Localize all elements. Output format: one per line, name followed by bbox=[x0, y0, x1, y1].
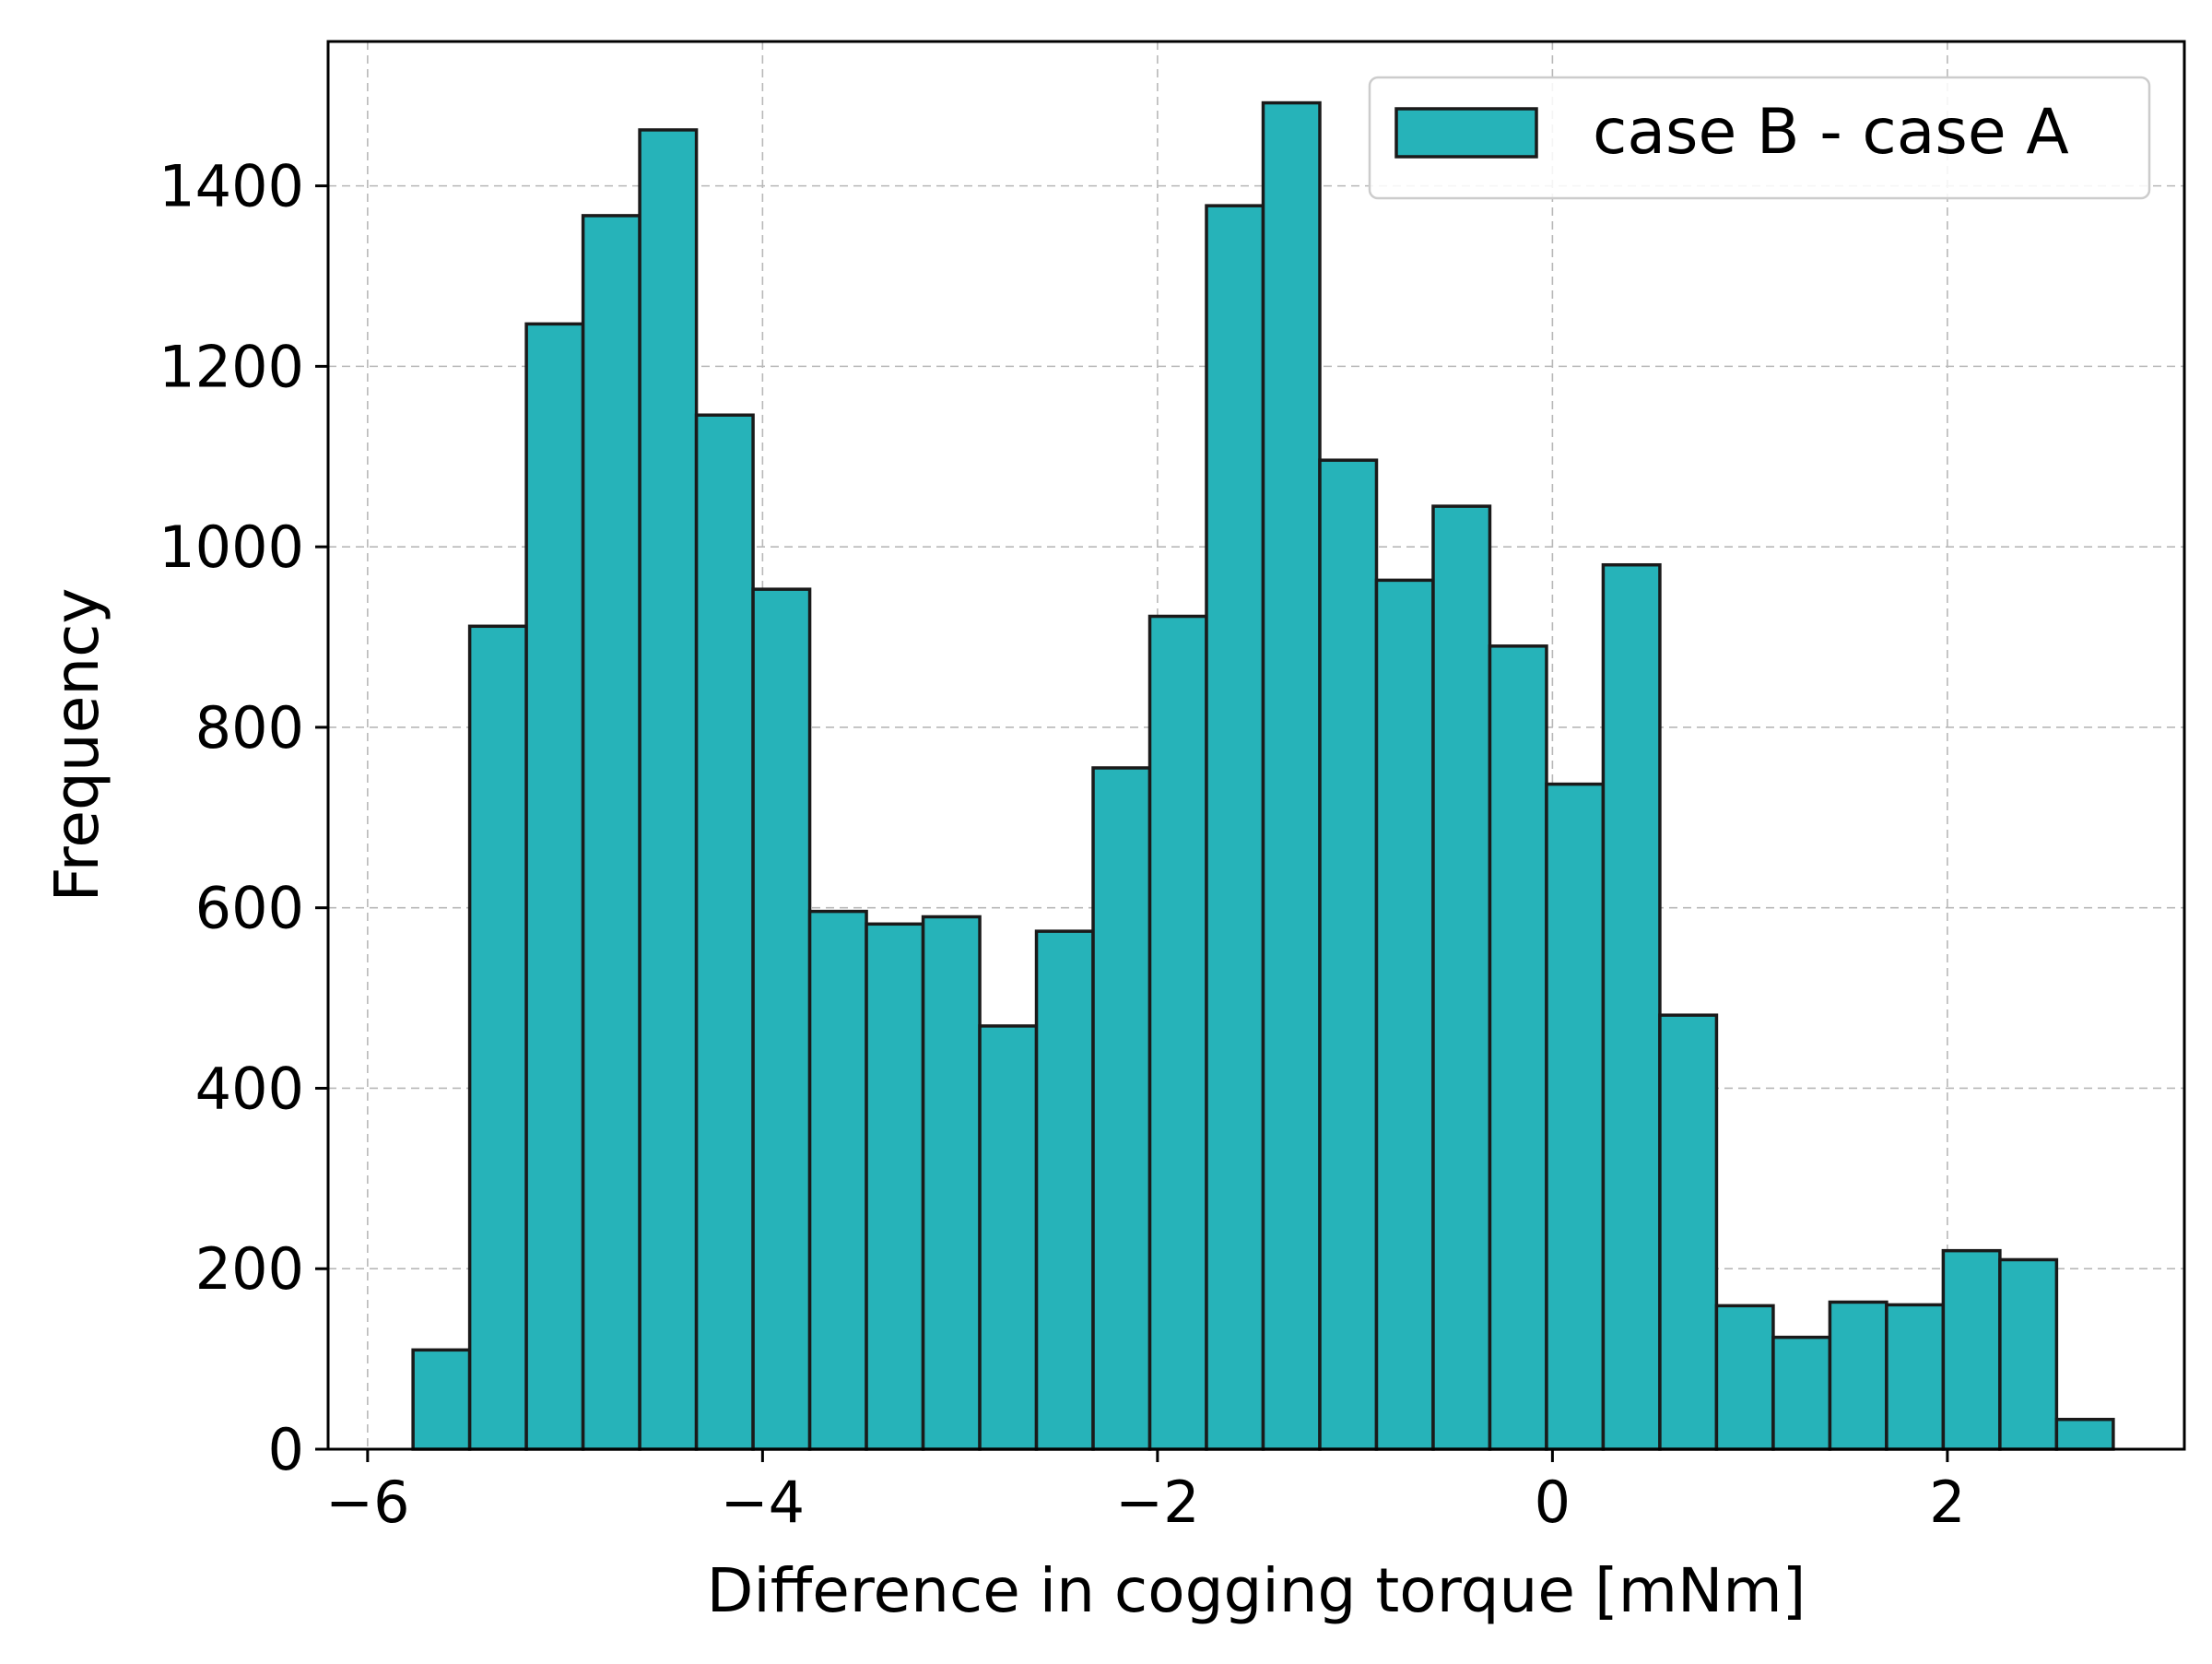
y-tick-label: 1200 bbox=[159, 333, 304, 400]
histogram-bar bbox=[1374, 578, 1435, 1451]
legend-box bbox=[1368, 76, 2151, 200]
legend-swatch bbox=[1394, 107, 1538, 159]
histogram-bar bbox=[694, 413, 755, 1451]
x-tick-label: 2 bbox=[1929, 1469, 1965, 1536]
x-tick-label: −2 bbox=[1115, 1469, 1199, 1536]
histogram-bar bbox=[2054, 1417, 2115, 1451]
histogram-bars bbox=[411, 100, 2115, 1451]
histogram-bar bbox=[411, 1348, 472, 1451]
plot-area-frame bbox=[326, 40, 2186, 1451]
y-axis-label: Frequency bbox=[41, 588, 112, 903]
histogram-bar bbox=[524, 322, 585, 1451]
axis-ticks: −6 −4 −2 0 2 0 200 400 600 800 1000 1200 1400 bbox=[159, 153, 1965, 1536]
histogram-bar bbox=[1941, 1248, 2002, 1451]
x-tick-label: 0 bbox=[1535, 1469, 1571, 1536]
histogram-bar bbox=[581, 214, 641, 1451]
y-tick-label: 0 bbox=[268, 1416, 304, 1483]
histogram-bar bbox=[865, 922, 925, 1451]
histogram-bar bbox=[1261, 100, 1322, 1451]
legend: case B - case A bbox=[1368, 76, 2151, 200]
histogram-bar bbox=[1488, 644, 1548, 1451]
histogram-bar bbox=[1431, 504, 1492, 1451]
y-tick-label: 1000 bbox=[159, 513, 304, 581]
x-tick-label: −6 bbox=[325, 1469, 409, 1536]
histogram-bar bbox=[638, 128, 699, 1451]
histogram-bar bbox=[1998, 1257, 2059, 1451]
histogram-bar bbox=[1545, 782, 1606, 1451]
histogram-bar bbox=[1828, 1300, 1888, 1451]
histogram-bar bbox=[1771, 1335, 1832, 1451]
x-axis-label: Difference in cogging torque [mNm] bbox=[707, 1555, 1806, 1626]
y-tick-label: 600 bbox=[195, 875, 304, 942]
histogram-bar bbox=[1885, 1303, 1946, 1451]
y-tick-label: 1400 bbox=[159, 153, 304, 220]
histogram-bar bbox=[1147, 614, 1208, 1451]
histogram-bar bbox=[921, 915, 982, 1451]
y-tick-label: 400 bbox=[195, 1055, 304, 1122]
legend-label: case B - case A bbox=[1593, 96, 2069, 169]
y-tick-label: 800 bbox=[195, 694, 304, 761]
histogram-bar bbox=[751, 587, 812, 1451]
histogram-bar bbox=[1601, 562, 1662, 1451]
histogram-bar bbox=[807, 909, 868, 1451]
y-tick-label: 200 bbox=[195, 1235, 304, 1303]
histogram-bar bbox=[1091, 766, 1152, 1451]
histogram-bar bbox=[1714, 1304, 1775, 1451]
histogram-bar bbox=[467, 624, 528, 1451]
histogram-bar bbox=[1034, 929, 1095, 1451]
histogram-bar bbox=[1205, 204, 1265, 1451]
histogram-bar bbox=[1658, 1013, 1719, 1451]
histogram-bar bbox=[1318, 458, 1379, 1451]
histogram-bar bbox=[978, 1024, 1039, 1451]
x-tick-label: −4 bbox=[721, 1469, 805, 1536]
